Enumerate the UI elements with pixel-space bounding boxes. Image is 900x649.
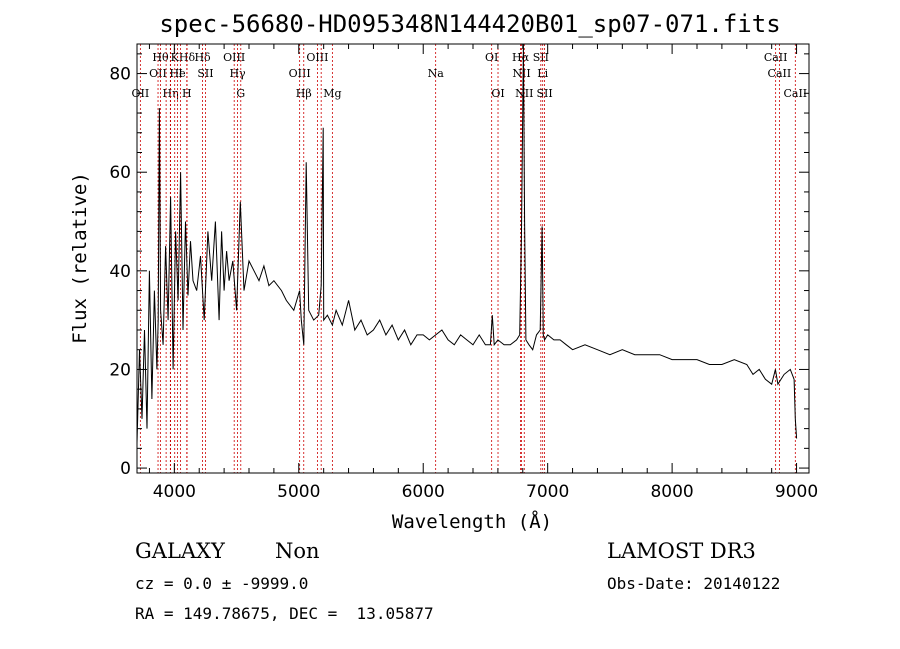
obs-date: Obs-Date: 20140122	[607, 574, 781, 593]
line-label: SII	[197, 67, 213, 80]
line-label: I	[178, 67, 182, 80]
line-label: H	[182, 87, 192, 100]
x-tick-label: 8000	[650, 482, 693, 502]
line-label: OI	[485, 51, 498, 64]
x-axis-label: Wavelength (Å)	[392, 510, 552, 533]
x-tick-label: 5000	[277, 482, 320, 502]
line-label: Hγ	[229, 67, 246, 80]
line-label: Hθ	[152, 51, 169, 64]
y-tick-label: 60	[109, 163, 131, 183]
line-label: He	[170, 67, 186, 80]
line-label: CaII	[764, 51, 788, 64]
line-label: OII	[149, 67, 167, 80]
object-subclass: Non	[275, 539, 320, 563]
line-label: Mg	[323, 87, 341, 100]
line-label: NII	[512, 67, 530, 80]
redshift-cz: cz = 0.0 ± -9999.0	[135, 574, 309, 593]
y-tick-label: 40	[109, 262, 131, 282]
line-label: OIII	[306, 51, 328, 64]
spectrum-line	[136, 43, 798, 444]
line-label: NII	[515, 87, 533, 100]
line-label: OI	[491, 87, 504, 100]
x-tick-label: 9000	[775, 482, 818, 502]
line-label: CaII	[783, 87, 807, 100]
axis-ticks: 4000 5000 6000 7000 8000 9000 0 20 40 60 80	[109, 44, 818, 502]
survey-name: LAMOST DR3	[607, 539, 756, 563]
line-label: Hβ	[296, 87, 312, 100]
line-label: Hδ	[194, 51, 211, 64]
line-label: OIII	[223, 51, 245, 64]
line-label: G	[236, 87, 245, 100]
ra-dec: RA = 149.78675, DEC = 13.05877	[135, 604, 434, 623]
line-label: SII	[533, 51, 549, 64]
line-label: K	[171, 51, 180, 64]
line-markers: OIIOIIHθHηHeHδKHIHδSIIOIIIHγGOIIIHβOIIIM…	[132, 44, 807, 473]
line-label: Hα	[512, 51, 530, 64]
line-label: OIII	[289, 67, 311, 80]
line-label: CaII	[768, 67, 792, 80]
y-tick-label: 20	[109, 360, 131, 380]
line-label: Li	[537, 67, 548, 80]
x-tick-label: 4000	[153, 482, 196, 502]
chart-title: spec-56680-HD095348N144420B01_sp07-071.f…	[159, 10, 780, 38]
y-axis-label: Flux (relative)	[69, 172, 91, 344]
line-label: Na	[428, 67, 445, 80]
y-tick-label: 0	[120, 459, 131, 479]
object-class: GALAXY	[135, 539, 225, 563]
x-tick-label: 7000	[526, 482, 569, 502]
y-tick-label: 80	[109, 65, 131, 85]
line-label: Hδ	[179, 51, 196, 64]
line-label: SII	[536, 87, 552, 100]
x-tick-label: 6000	[402, 482, 445, 502]
